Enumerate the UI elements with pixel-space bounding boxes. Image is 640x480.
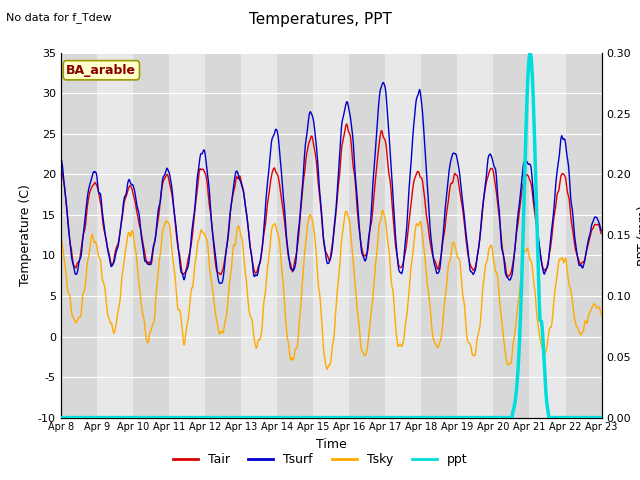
Bar — [421, 53, 458, 418]
Bar — [205, 53, 241, 418]
Bar — [458, 53, 493, 418]
Bar — [313, 53, 349, 418]
Bar — [566, 53, 602, 418]
Text: Temperatures, PPT: Temperatures, PPT — [248, 12, 392, 27]
Bar — [61, 53, 97, 418]
Legend: Tair, Tsurf, Tsky, ppt: Tair, Tsurf, Tsky, ppt — [168, 448, 472, 471]
Bar — [349, 53, 385, 418]
Bar — [133, 53, 169, 418]
Y-axis label: Temperature (C): Temperature (C) — [19, 184, 33, 286]
Bar — [169, 53, 205, 418]
Bar — [493, 53, 529, 418]
Bar — [529, 53, 566, 418]
Bar — [277, 53, 313, 418]
Text: No data for f_Tdew: No data for f_Tdew — [6, 12, 112, 23]
Bar — [385, 53, 421, 418]
Text: BA_arable: BA_arable — [67, 64, 136, 77]
Bar — [241, 53, 277, 418]
X-axis label: Time: Time — [316, 438, 347, 451]
Bar — [97, 53, 133, 418]
Y-axis label: PPT (mm): PPT (mm) — [637, 205, 640, 265]
